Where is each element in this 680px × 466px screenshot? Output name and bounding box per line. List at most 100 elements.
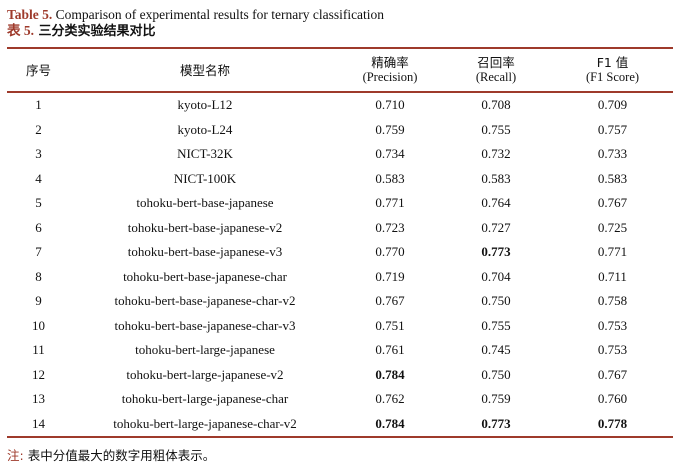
results-table-body: 1 kyoto-L12 0.710 0.708 0.709 2 kyoto-L24 0.759… <box>7 92 673 437</box>
table-row: 5 tohoku-bert-base-japanese 0.771 0.764 0.76… <box>7 191 673 216</box>
column-header-label-zh: 召回率 <box>477 55 515 70</box>
table-row: 8 tohoku-bert-base-japanese-char 0.719 0.70… <box>7 265 673 290</box>
table-caption-text-zh: 三分类实验结果对比 <box>34 24 156 39</box>
model-name-cell: tohoku-bert-base-japanese-v2 <box>127 219 283 235</box>
table-row: 10 tohoku-bert-base-japanese-char-v3 0.751… <box>7 314 673 339</box>
table-caption-english: Table 5. Comparison of experimental resu… <box>7 7 673 23</box>
model-name-cell: kyoto-L24 <box>177 121 233 137</box>
table-row: 1 kyoto-L12 0.710 0.708 0.709 <box>7 92 673 118</box>
results-table: 序号 模型名称 精确率 (Precision) 召回率 (Recall) F1 … <box>7 47 673 438</box>
row-number-cell: 14 <box>32 415 45 431</box>
precision-cell: 0.784 <box>375 415 405 431</box>
column-header-recall: 召回率 (Recall) <box>440 48 552 93</box>
table-row: 4 NICT-100K 0.583 0.583 0.583 <box>7 167 673 192</box>
f1-cell: 0.725 <box>597 219 628 235</box>
column-header-row-number: 序号 <box>7 48 70 93</box>
recall-cell: 0.732 <box>481 146 511 162</box>
row-number-cell: 5 <box>35 195 42 211</box>
f1-cell: 0.758 <box>597 293 628 309</box>
precision-cell: 0.583 <box>375 170 405 186</box>
row-number-cell: 8 <box>35 268 42 284</box>
precision-cell: 0.751 <box>375 317 405 333</box>
recall-cell: 0.755 <box>481 317 511 333</box>
precision-cell: 0.759 <box>375 121 405 137</box>
row-number-cell: 13 <box>32 391 45 407</box>
f1-cell: 0.767 <box>597 195 628 211</box>
table-row: 3 NICT-32K 0.734 0.732 0.733 <box>7 142 673 167</box>
model-name-cell: tohoku-bert-base-japanese-char <box>123 268 287 284</box>
results-table-header: 序号 模型名称 精确率 (Precision) 召回率 (Recall) F1 … <box>7 48 673 93</box>
f1-cell: 0.767 <box>597 366 628 382</box>
recall-cell: 0.583 <box>481 170 511 186</box>
recall-cell: 0.759 <box>481 391 511 407</box>
model-name-cell: NICT-100K <box>173 170 237 186</box>
f1-cell: 0.757 <box>597 121 628 137</box>
precision-cell: 0.710 <box>375 97 405 113</box>
precision-cell: 0.723 <box>375 219 405 235</box>
row-number-cell: 1 <box>35 97 42 113</box>
row-number-cell: 3 <box>35 146 42 162</box>
column-header-label-en: (F1 Score) <box>585 70 640 84</box>
model-name-cell: tohoku-bert-large-japanese-v2 <box>126 366 284 382</box>
table-caption-text-en: Comparison of experimental results for t… <box>52 7 385 22</box>
recall-cell: 0.727 <box>481 219 511 235</box>
footnote-label: 注: <box>7 448 24 463</box>
f1-cell: 0.711 <box>598 268 627 284</box>
column-header-model-name: 模型名称 <box>70 48 340 93</box>
precision-cell: 0.784 <box>375 366 405 382</box>
model-name-cell: tohoku-bert-base-japanese-v3 <box>127 244 283 260</box>
row-number-cell: 10 <box>32 317 45 333</box>
column-header-label: 序号 <box>25 62 51 78</box>
f1-cell: 0.778 <box>597 415 628 431</box>
f1-cell: 0.583 <box>597 170 628 186</box>
precision-cell: 0.761 <box>375 342 405 358</box>
row-number-cell: 6 <box>35 219 42 235</box>
footnote-text: 表中分值最大的数字用粗体表示。 <box>23 448 216 463</box>
f1-cell: 0.733 <box>597 146 628 162</box>
column-header-label-en: (Recall) <box>475 70 517 84</box>
table-row: 13 tohoku-bert-large-japanese-char 0.762 0.… <box>7 387 673 412</box>
table-caption-chinese: 表 5. 三分类实验结果对比 <box>7 23 673 40</box>
recall-cell: 0.708 <box>481 97 511 113</box>
model-name-cell: tohoku-bert-base-japanese-char-v3 <box>114 317 296 333</box>
f1-cell: 0.753 <box>597 317 628 333</box>
table-row: 7 tohoku-bert-base-japanese-v3 0.770 0.773 0… <box>7 240 673 265</box>
f1-cell: 0.771 <box>597 244 628 260</box>
column-header-label: 模型名称 <box>179 62 230 78</box>
model-name-cell: tohoku-bert-base-japanese <box>136 195 274 211</box>
recall-cell: 0.745 <box>481 342 511 358</box>
row-number-cell: 9 <box>35 293 42 309</box>
recall-cell: 0.773 <box>481 244 511 260</box>
table-row: 9 tohoku-bert-base-japanese-char-v2 0.767 0… <box>7 289 673 314</box>
column-header-f1: F1 值 (F1 Score) <box>552 48 673 93</box>
f1-cell: 0.760 <box>597 391 628 407</box>
row-number-cell: 7 <box>35 244 42 260</box>
row-number-cell: 11 <box>32 342 45 358</box>
model-name-cell: tohoku-bert-large-japanese-char <box>121 391 289 407</box>
column-header-label-en: (Precision) <box>362 70 418 84</box>
table-row: 12 tohoku-bert-large-japanese-v2 0.784 0.75… <box>7 363 673 388</box>
precision-cell: 0.762 <box>375 391 405 407</box>
model-name-cell: tohoku-bert-large-japanese <box>135 342 275 358</box>
row-number-cell: 4 <box>35 170 42 186</box>
recall-cell: 0.750 <box>481 293 511 309</box>
recall-cell: 0.704 <box>481 268 511 284</box>
table-row: 2 kyoto-L24 0.759 0.755 0.757 <box>7 118 673 143</box>
precision-cell: 0.734 <box>375 146 405 162</box>
f1-cell: 0.709 <box>597 97 628 113</box>
precision-cell: 0.719 <box>375 268 405 284</box>
recall-cell: 0.764 <box>481 195 511 211</box>
precision-cell: 0.771 <box>375 195 405 211</box>
precision-cell: 0.770 <box>375 244 405 260</box>
column-header-label-zh: 精确率 <box>371 55 409 70</box>
model-name-cell: tohoku-bert-base-japanese-char-v2 <box>114 293 296 309</box>
model-name-cell: kyoto-L12 <box>177 97 233 113</box>
table-number-label-zh: 表 5. <box>7 23 34 38</box>
table-row: 11 tohoku-bert-large-japanese 0.761 0.745 0.… <box>7 338 673 363</box>
model-name-cell: tohoku-bert-large-japanese-char-v2 <box>113 415 297 431</box>
table-row: 14 tohoku-bert-large-japanese-char-v2 0.78… <box>7 412 673 438</box>
table-number-label-en: Table 5. <box>7 7 53 22</box>
row-number-cell: 2 <box>35 121 42 137</box>
column-header-precision: 精确率 (Precision) <box>340 48 440 93</box>
model-name-cell: NICT-32K <box>177 146 233 162</box>
